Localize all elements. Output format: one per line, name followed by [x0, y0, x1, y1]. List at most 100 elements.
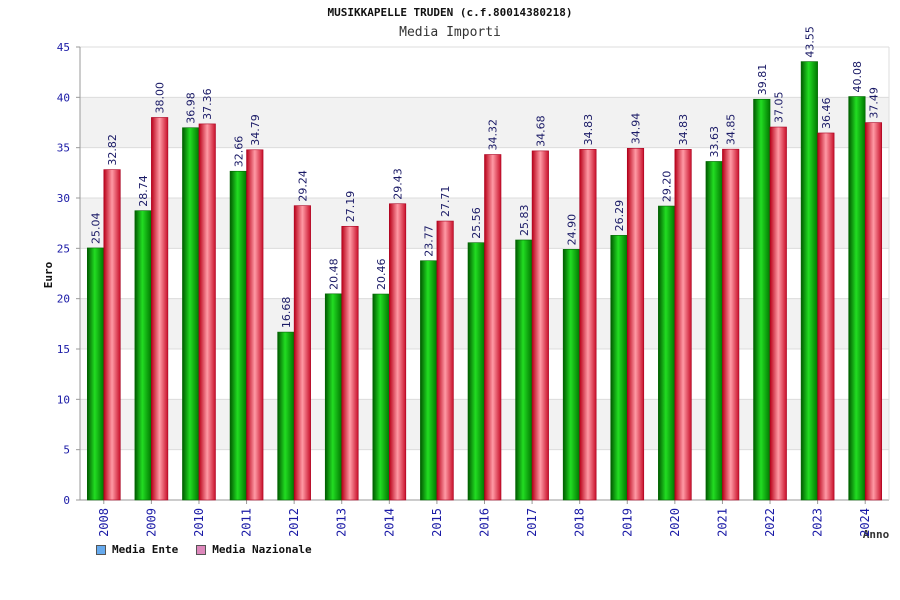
y-axis-title: Euro	[42, 261, 55, 288]
data-label: 32.82	[106, 134, 119, 166]
y-tick-label: 25	[57, 242, 70, 255]
bar-nazionale-2008	[103, 169, 121, 501]
data-label: 43.55	[803, 26, 816, 58]
x-tick-label: 2023	[811, 508, 825, 537]
x-tick-label: 2013	[335, 508, 349, 537]
bar-nazionale-2009	[151, 117, 169, 501]
data-label: 20.48	[327, 258, 340, 290]
bar-ente-2016	[467, 242, 485, 501]
data-label: 27.19	[344, 191, 357, 223]
chart-subtitle: Media Importi	[399, 25, 501, 40]
x-tick-label: 2008	[97, 508, 111, 537]
x-tick-label: 2020	[668, 508, 682, 537]
bar-ente-2017	[515, 239, 533, 501]
bar-nazionale-2014	[389, 203, 407, 501]
x-tick-label: 2012	[287, 508, 301, 537]
x-tick-label: 2019	[620, 508, 634, 537]
data-label: 24.90	[565, 214, 578, 246]
data-label: 37.36	[201, 88, 214, 120]
data-label: 34.83	[677, 114, 690, 146]
bar-nazionale-2024	[864, 122, 883, 501]
data-label: 34.32	[487, 119, 500, 151]
chart-title: MUSIKKAPELLE TRUDEN (c.f.80014380218)	[327, 6, 573, 19]
bar-ente-2020	[658, 205, 676, 501]
bar-ente-2023	[800, 61, 818, 501]
grid-band	[80, 47, 889, 98]
x-tick-label: 2014	[382, 508, 396, 537]
data-label: 25.56	[470, 207, 483, 239]
data-label: 39.81	[756, 64, 769, 96]
x-tick-label: 2009	[144, 508, 158, 537]
legend-swatch-ente	[96, 544, 106, 555]
bar-nazionale-2019	[626, 147, 645, 501]
data-label: 40.08	[851, 61, 864, 93]
data-label: 28.74	[137, 175, 150, 207]
data-label: 16.68	[280, 297, 293, 329]
y-tick-label: 45	[57, 41, 70, 54]
bar-nazionale-2022	[769, 126, 787, 501]
data-label: 29.43	[392, 168, 405, 200]
bar-ente-2014	[372, 293, 390, 501]
bar-ente-2008	[86, 247, 105, 501]
bar-nazionale-2010	[198, 123, 216, 501]
bar-nazionale-2021	[722, 148, 740, 501]
bar-nazionale-2018	[579, 149, 597, 501]
x-axis-title: Anno	[863, 528, 890, 541]
x-tick-label: 2024	[858, 508, 872, 537]
data-label: 23.77	[423, 225, 436, 257]
bar-nazionale-2011	[246, 149, 264, 501]
x-tick-label: 2010	[192, 508, 206, 537]
y-tick-label: 20	[57, 293, 70, 306]
bar-nazionale-2012	[293, 205, 311, 501]
x-tick-label: 2015	[430, 508, 444, 537]
y-tick-label: 30	[57, 192, 70, 205]
x-tick-label: 2018	[573, 508, 587, 537]
data-label: 34.83	[582, 114, 595, 146]
y-tick-label: 40	[57, 91, 70, 104]
bar-ente-2009	[134, 210, 152, 501]
data-label: 20.46	[375, 259, 388, 291]
bar-nazionale-2017	[531, 150, 549, 501]
legend-label-ente: Media Ente	[112, 543, 179, 556]
bar-ente-2024	[848, 96, 866, 501]
data-label: 26.29	[613, 200, 626, 232]
data-label: 33.63	[708, 126, 721, 158]
data-label: 37.05	[772, 92, 785, 124]
data-label: 34.68	[534, 115, 547, 147]
x-tick-label: 2017	[525, 508, 539, 537]
bar-nazionale-2023	[817, 132, 835, 501]
data-label: 29.20	[661, 171, 674, 203]
bar-ente-2013	[324, 293, 343, 501]
bar-nazionale-2015	[436, 220, 454, 501]
x-tick-label: 2011	[240, 508, 254, 537]
x-tick-label: 2016	[478, 508, 492, 537]
bar-ente-2015	[420, 260, 438, 501]
legend-item-nazionale: Media Nazionale	[196, 543, 312, 556]
x-tick-label: 2021	[715, 508, 729, 537]
bar-nazionale-2016	[484, 154, 502, 501]
data-label: 38.00	[154, 82, 167, 114]
x-tick-label: 2022	[763, 508, 777, 537]
data-label: 29.24	[296, 170, 309, 202]
bar-ente-2022	[753, 98, 771, 501]
data-label: 34.85	[725, 114, 738, 146]
y-tick-label: 0	[63, 494, 70, 507]
data-label: 36.98	[185, 92, 198, 124]
legend-label-nazionale: Media Nazionale	[212, 543, 312, 556]
data-label: 32.66	[232, 136, 245, 168]
bar-ente-2011	[229, 170, 247, 501]
data-label: 25.83	[518, 204, 531, 236]
bar-ente-2010	[182, 127, 200, 501]
data-label: 36.46	[820, 97, 833, 129]
data-label: 34.94	[630, 113, 643, 145]
bar-ente-2018	[562, 249, 580, 501]
bar-ente-2021	[705, 161, 723, 501]
bar-nazionale-2020	[674, 149, 692, 501]
legend: Media Ente Media Nazionale	[96, 543, 312, 556]
data-label: 37.49	[867, 87, 880, 119]
y-tick-label: 10	[57, 393, 70, 406]
bar-nazionale-2013	[341, 225, 359, 501]
legend-swatch-nazionale	[196, 544, 207, 555]
y-tick-label: 5	[63, 444, 70, 457]
